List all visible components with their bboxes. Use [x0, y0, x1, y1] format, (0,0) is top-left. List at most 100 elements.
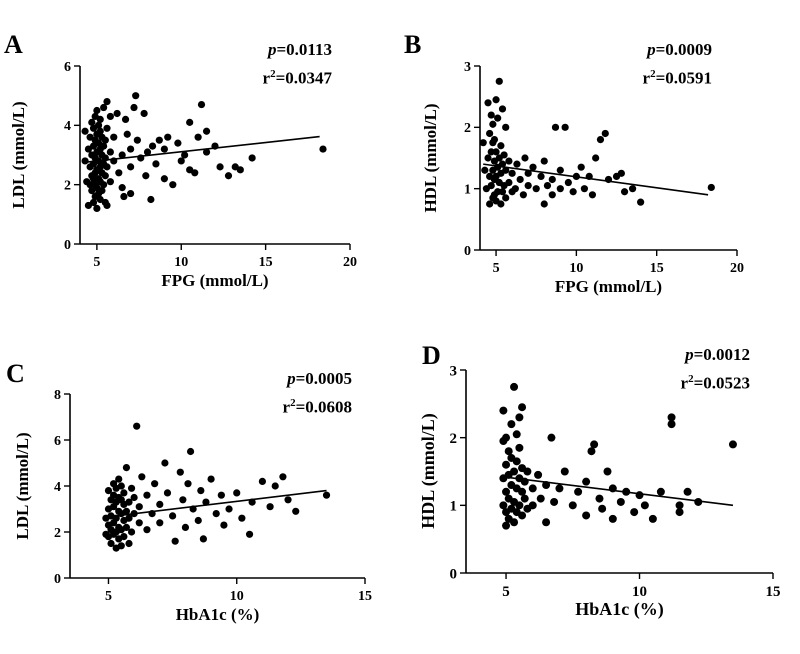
data-point-b [502, 123, 510, 131]
data-point-c [127, 528, 136, 536]
data-point-d [675, 501, 684, 510]
data-point-a [121, 115, 130, 123]
data-point-c [115, 475, 123, 483]
data-point-c [117, 482, 125, 490]
data-point-d [515, 443, 524, 452]
data-point-a [216, 163, 224, 171]
data-point-b [577, 163, 585, 171]
data-point-b [494, 114, 502, 122]
y-axis-title-a: LDL (mmol/L) [9, 101, 28, 208]
x-tick-label-c: 10 [230, 589, 244, 604]
data-point-b [495, 77, 503, 85]
data-point-b [492, 148, 500, 156]
data-point-a [123, 130, 131, 138]
data-point-d [608, 514, 617, 523]
y-tick-label-d: 0 [450, 566, 458, 582]
data-point-b [540, 200, 548, 208]
data-point-c [233, 489, 241, 497]
data-point-c [151, 480, 159, 488]
data-point-b [486, 129, 494, 138]
y-tick-label-a: 4 [64, 119, 71, 134]
data-point-c [266, 503, 274, 511]
data-point-d [694, 497, 703, 506]
data-point-c [117, 542, 125, 550]
data-point-b [484, 99, 492, 107]
data-point-a [132, 92, 140, 100]
y-tick-label-b: 0 [464, 244, 471, 259]
data-point-b [481, 166, 489, 174]
p-value-c: p=0.0005 [287, 369, 352, 388]
data-point-d [510, 518, 519, 527]
data-point-a [103, 98, 111, 106]
data-point-c [125, 498, 133, 506]
data-point-c [156, 519, 164, 527]
data-point-a [160, 145, 168, 153]
data-point-d [555, 484, 564, 493]
y-axis-title-b: HDL (mmol/L) [421, 103, 440, 212]
data-point-b [564, 178, 572, 187]
x-tick-label-a: 15 [259, 255, 273, 270]
data-point-a [88, 118, 96, 126]
data-point-a [89, 198, 98, 207]
y-tick-label-c: 0 [54, 572, 61, 587]
data-point-a [127, 189, 135, 198]
data-point-d [683, 487, 692, 496]
data-point-d [510, 467, 519, 476]
data-point-a [89, 175, 98, 183]
data-point-b [486, 200, 494, 208]
scatter-chart-a: 5 10 15 20 0 2 4 6 FPG (mmol/L) LDL (mmol/L) [9, 60, 357, 290]
regression-line-b [483, 163, 709, 196]
data-point-c [107, 539, 115, 548]
regression-line-c [105, 489, 327, 518]
data-point-a [181, 151, 189, 159]
data-point-a [96, 127, 104, 135]
data-point-b [497, 142, 505, 150]
data-point-c [199, 535, 207, 543]
x-axis-title-b: FPG (mmol/L) [555, 277, 662, 296]
y-tick-label-a: 2 [64, 179, 71, 194]
y-tick-label-c: 2 [54, 526, 61, 541]
data-point-d [502, 521, 511, 530]
data-point-c [225, 505, 233, 513]
scatter-chart-d: 5 10 15 0 1 2 3 HbA1c (%) HDL (mmol/L) [418, 363, 781, 620]
data-point-b [556, 166, 564, 174]
data-point-c [125, 539, 133, 548]
data-point-c [186, 447, 195, 456]
data-point-a [103, 163, 111, 171]
data-point-c [143, 491, 151, 499]
data-point-b [516, 175, 524, 184]
data-point-c [179, 496, 187, 504]
data-point-d [728, 440, 737, 449]
data-point-d [507, 420, 516, 429]
data-point-b [537, 172, 545, 180]
data-point-b [490, 136, 499, 144]
panel-d: D p=0.0012 r2=0.0523 5 10 15 0 1 2 3 HbA1c (%) H… [400, 327, 800, 654]
data-point-b [601, 129, 609, 138]
data-point-b [596, 136, 605, 144]
data-point-d [504, 447, 513, 456]
panel-letter-b: B [404, 30, 422, 59]
regression-line-a [83, 135, 320, 164]
data-point-b [548, 175, 556, 184]
y-tick-label-d: 2 [450, 431, 458, 447]
data-point-c [197, 487, 205, 495]
data-point-d [518, 487, 527, 496]
data-point-a [194, 133, 202, 141]
data-point-a [148, 142, 157, 150]
data-point-c [258, 477, 266, 485]
data-point-d [512, 457, 521, 466]
data-point-c [130, 493, 138, 502]
x-tick-label-c: 15 [358, 589, 372, 604]
y-tick-label-b: 2 [464, 121, 471, 136]
x-tick-label-b: 5 [493, 261, 500, 276]
data-point-d [518, 403, 527, 412]
data-point-d [512, 430, 521, 439]
data-point-d [510, 382, 519, 391]
y-tick-label-c: 6 [54, 434, 61, 449]
data-point-a [101, 136, 109, 144]
y-tick-label-b: 1 [464, 183, 471, 198]
data-point-b [637, 198, 645, 206]
y-axis-title-c: LDL (mmol/L) [13, 432, 32, 539]
data-point-b [588, 191, 597, 199]
data-point-c [171, 537, 179, 545]
